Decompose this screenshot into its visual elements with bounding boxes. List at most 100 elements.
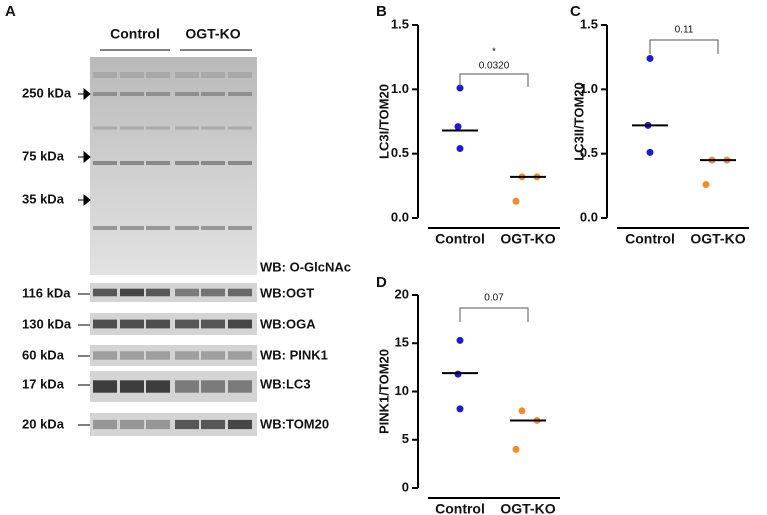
blot-image [90, 345, 257, 366]
y-axis-title: LC3II/TOM20 [571, 82, 586, 161]
blot-label: WB:TOM20 [260, 416, 329, 431]
blot-band [146, 419, 170, 430]
blot-band [175, 288, 199, 297]
blot-band [120, 319, 144, 329]
blot-band [93, 419, 117, 430]
blot-band [201, 351, 225, 360]
blot-band [201, 92, 225, 96]
y-tick-label: 1.5 [580, 16, 598, 31]
x-tick-label: Control [435, 501, 485, 515]
blot-band [175, 126, 199, 130]
marker-label: 35 kDa [22, 191, 65, 206]
blot-band [146, 126, 170, 130]
blot-label: WB:OGA [260, 316, 316, 331]
significance-bracket [649, 39, 719, 54]
blot-label: WB: PINK1 [260, 347, 328, 362]
blot-band [93, 226, 117, 230]
blot-band [175, 92, 199, 96]
blot-band [146, 92, 170, 96]
blot-band [201, 161, 225, 165]
dot [518, 407, 526, 415]
dot [456, 84, 464, 92]
blot-band [228, 288, 252, 297]
blot-band [228, 380, 252, 393]
kda-label: 20 kDa [22, 416, 65, 431]
blot-band [146, 319, 170, 329]
blot-band [175, 319, 199, 329]
blot-panel: 116 kDa WB:OGT 130 kDa WB:OGA 60 kDa WB: PINK… [22, 72, 329, 436]
blot-label: WB:LC3 [260, 376, 311, 391]
significance-bracket [459, 307, 529, 322]
annotation: 0.07 [484, 293, 504, 304]
dot [702, 181, 710, 189]
blot-band [201, 72, 225, 78]
blot-band [120, 226, 144, 230]
y-tick-label: 0 [402, 479, 409, 494]
blot-band [93, 126, 117, 130]
y-tick-label: 1.0 [391, 81, 409, 96]
kda-label: 116 kDa [22, 285, 71, 300]
blot-band [201, 126, 225, 130]
blot-band [120, 380, 144, 393]
significance-bracket [459, 73, 529, 87]
dot [646, 54, 654, 62]
blot-image [90, 413, 257, 436]
blot-band [175, 72, 199, 78]
x-tick-label: OGT-KO [500, 231, 555, 247]
blot-image [90, 57, 257, 275]
blot-band [201, 288, 225, 297]
dot [512, 197, 520, 205]
blot-band [93, 288, 117, 297]
blot-band [120, 126, 144, 130]
blot-band [146, 351, 170, 360]
annotation: 0.0320 [479, 61, 510, 72]
blot-band [228, 92, 252, 96]
x-tick-label: OGT-KO [690, 231, 745, 247]
blot-image [90, 283, 257, 302]
panel-label: D [376, 274, 387, 291]
blot-label: WB: O-GlcNAc [260, 259, 351, 274]
dot [454, 123, 462, 131]
y-tick-label: 0.0 [580, 209, 598, 224]
blot-band [201, 380, 225, 393]
kda-label: 17 kDa [22, 376, 65, 391]
blot-band [146, 380, 170, 393]
blot-band [175, 226, 199, 230]
blot-band [120, 351, 144, 360]
y-tick-label: 0.5 [391, 145, 409, 160]
blot-band [93, 72, 117, 78]
blot-band [120, 288, 144, 297]
blot-band [228, 351, 252, 360]
blot-label: WB:OGT [260, 285, 314, 300]
y-tick-label: 0.0 [391, 209, 409, 224]
blot-band [201, 319, 225, 329]
blot-band [228, 72, 252, 78]
blot-band [175, 161, 199, 165]
blot-band [146, 288, 170, 297]
dot [456, 405, 464, 413]
group-label: OGT-KO [185, 26, 240, 42]
panel-label: B [376, 3, 387, 20]
blot-band [93, 161, 117, 165]
blot-band [146, 161, 170, 165]
blot-band [120, 72, 144, 78]
marker-label: 75 kDa [22, 148, 65, 163]
group-label: Control [110, 26, 160, 42]
y-tick-label: 1.5 [391, 16, 409, 31]
marker-arrow [78, 87, 91, 207]
y-tick-label: 5 [402, 431, 409, 446]
dot [456, 145, 464, 153]
blot-band [93, 319, 117, 329]
y-axis-title: PINK1/TOM20 [376, 349, 391, 434]
blot-band [93, 92, 117, 96]
x-tick-label: OGT-KO [500, 501, 555, 515]
dot [456, 336, 464, 344]
blot-band [93, 380, 117, 393]
annotation: * [492, 47, 496, 58]
dot [512, 445, 520, 453]
blot-band [201, 226, 225, 230]
panel-label: C [570, 3, 581, 20]
charts: B LC3I/TOM20 0.0 0.5 1.0 1.5 Control OGT-KO * 0.0… [376, 3, 749, 515]
blot-band [146, 226, 170, 230]
